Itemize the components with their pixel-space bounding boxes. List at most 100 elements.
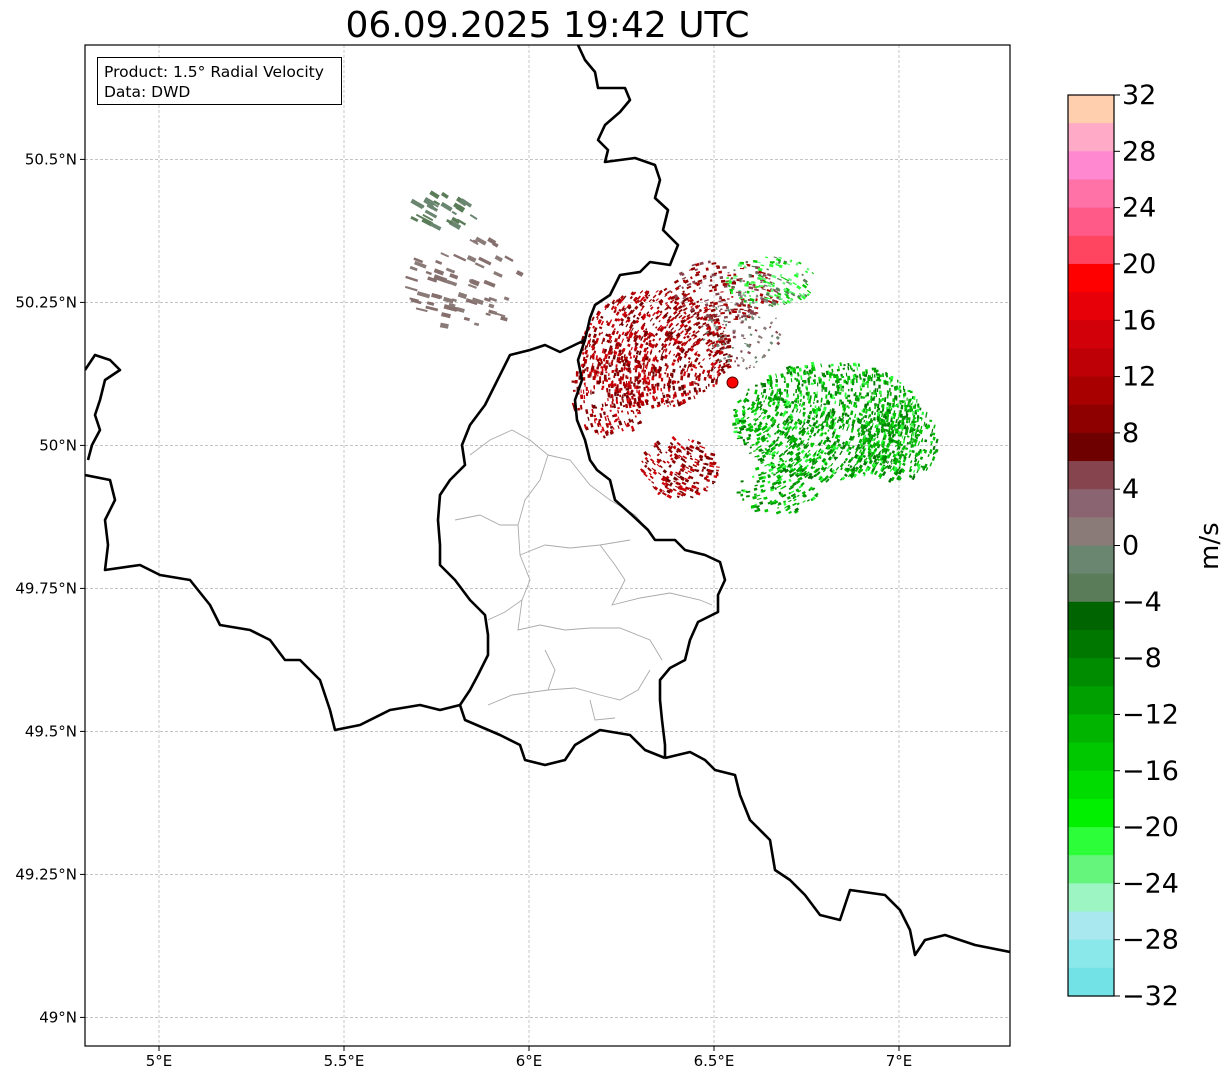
echo-pixel	[587, 333, 592, 338]
echo-pixel	[910, 403, 913, 406]
echo-pixel	[672, 404, 676, 408]
echo-pixel	[822, 381, 825, 385]
echo-pixel	[921, 411, 925, 416]
echo-pixel	[794, 377, 797, 381]
echo-pixel	[862, 396, 865, 399]
echo-pixel	[693, 321, 698, 326]
echo-pixel	[902, 393, 906, 397]
echo-pixel	[740, 493, 744, 497]
echo-pixel	[640, 296, 646, 301]
echo-pixel	[650, 404, 655, 409]
echo-pixel	[895, 396, 898, 401]
echo-pixel	[630, 291, 635, 296]
echo-pixel	[894, 386, 896, 390]
echo-pixel	[734, 360, 737, 363]
echo-pixel	[813, 391, 816, 395]
echo-pixel	[737, 263, 742, 267]
echo-pixel	[670, 316, 676, 322]
echo-pixel	[724, 300, 727, 302]
echo-pixel	[720, 279, 726, 283]
echo-pixel	[605, 320, 609, 323]
echo-pixel	[665, 303, 669, 307]
echo-pixel	[623, 366, 626, 371]
echo-pixel	[871, 397, 875, 401]
echo-pixel	[628, 327, 632, 333]
echo-pixel	[844, 392, 847, 398]
echo-pixel	[652, 388, 656, 394]
echo-pixel	[610, 305, 615, 311]
echo-pixel	[727, 272, 730, 274]
echo-pixel	[606, 321, 610, 326]
echo-pixel	[643, 386, 646, 391]
echo-pixel	[600, 315, 604, 319]
echo-pixel	[632, 354, 636, 358]
map-title: 06.09.2025 19:42 UTC	[345, 5, 750, 46]
echo-pixel	[719, 346, 725, 351]
echo-pixel	[668, 394, 671, 398]
echo-pixel	[833, 396, 836, 400]
echo-pixel	[612, 380, 614, 386]
echo-pixel	[902, 400, 905, 404]
echo-pixel	[652, 323, 655, 326]
echo-pixel	[613, 309, 617, 314]
echo-pixel	[732, 331, 736, 334]
echo-pixel	[672, 359, 677, 363]
echo-pixel	[715, 382, 718, 385]
echo-pixel	[881, 373, 884, 378]
echo-pixel	[664, 294, 668, 298]
echo-pixel	[577, 407, 581, 411]
echo-pixel	[583, 382, 586, 385]
lon-tick-label: 5°E	[146, 1052, 173, 1070]
echo-pixel	[735, 356, 739, 360]
echo-pixel	[673, 353, 676, 356]
echo-pixel	[719, 275, 724, 280]
echo-pixel	[695, 323, 699, 327]
echo-pixel	[631, 319, 637, 325]
radar-site-marker[interactable]	[726, 376, 739, 389]
echo-pixel	[647, 358, 651, 363]
echo-pixel	[663, 402, 666, 405]
echo-pixel	[637, 300, 641, 304]
echo-pixel	[707, 260, 711, 264]
echo-pixel	[875, 379, 878, 382]
echo-pixel	[727, 321, 731, 324]
echo-pixel	[665, 393, 670, 398]
echo-pixel	[743, 265, 747, 268]
echo-pixel	[589, 338, 592, 343]
echo-pixel	[873, 380, 876, 386]
echo-pixel	[689, 382, 692, 386]
echo-pixel	[637, 295, 642, 300]
echo-pixel	[591, 316, 595, 322]
echo-pixel	[858, 392, 861, 397]
echo-pixel	[694, 372, 697, 377]
echo-pixel	[664, 301, 668, 305]
echo-pixel	[663, 313, 668, 319]
echo-pixel	[711, 330, 716, 335]
echo-pixel	[731, 296, 734, 298]
echo-pixel	[635, 299, 640, 304]
echo-pixel	[651, 383, 654, 389]
echo-pixel	[643, 372, 646, 375]
echo-pixel	[652, 374, 655, 377]
echo-pixel	[628, 309, 633, 315]
echo-pixel	[688, 332, 691, 335]
echo-pixel	[666, 318, 672, 325]
echo-pixel	[826, 400, 831, 405]
echo-pixel	[676, 340, 681, 345]
echo-pixel	[899, 385, 901, 388]
echo-pixel	[600, 320, 605, 326]
echo-pixel	[651, 363, 654, 366]
echo-pixel	[605, 359, 609, 365]
echo-pixel	[682, 341, 686, 346]
echo-pixel	[887, 391, 889, 396]
echo-pixel	[572, 389, 576, 392]
echo-pixel	[755, 384, 758, 387]
echo-pixel	[796, 378, 799, 382]
echo-pixel	[703, 306, 708, 309]
echo-pixel	[691, 381, 694, 386]
echo-pixel	[630, 309, 635, 315]
echo-pixel	[621, 338, 625, 343]
echo-pixel	[740, 315, 744, 319]
echo-pixel	[593, 385, 596, 390]
